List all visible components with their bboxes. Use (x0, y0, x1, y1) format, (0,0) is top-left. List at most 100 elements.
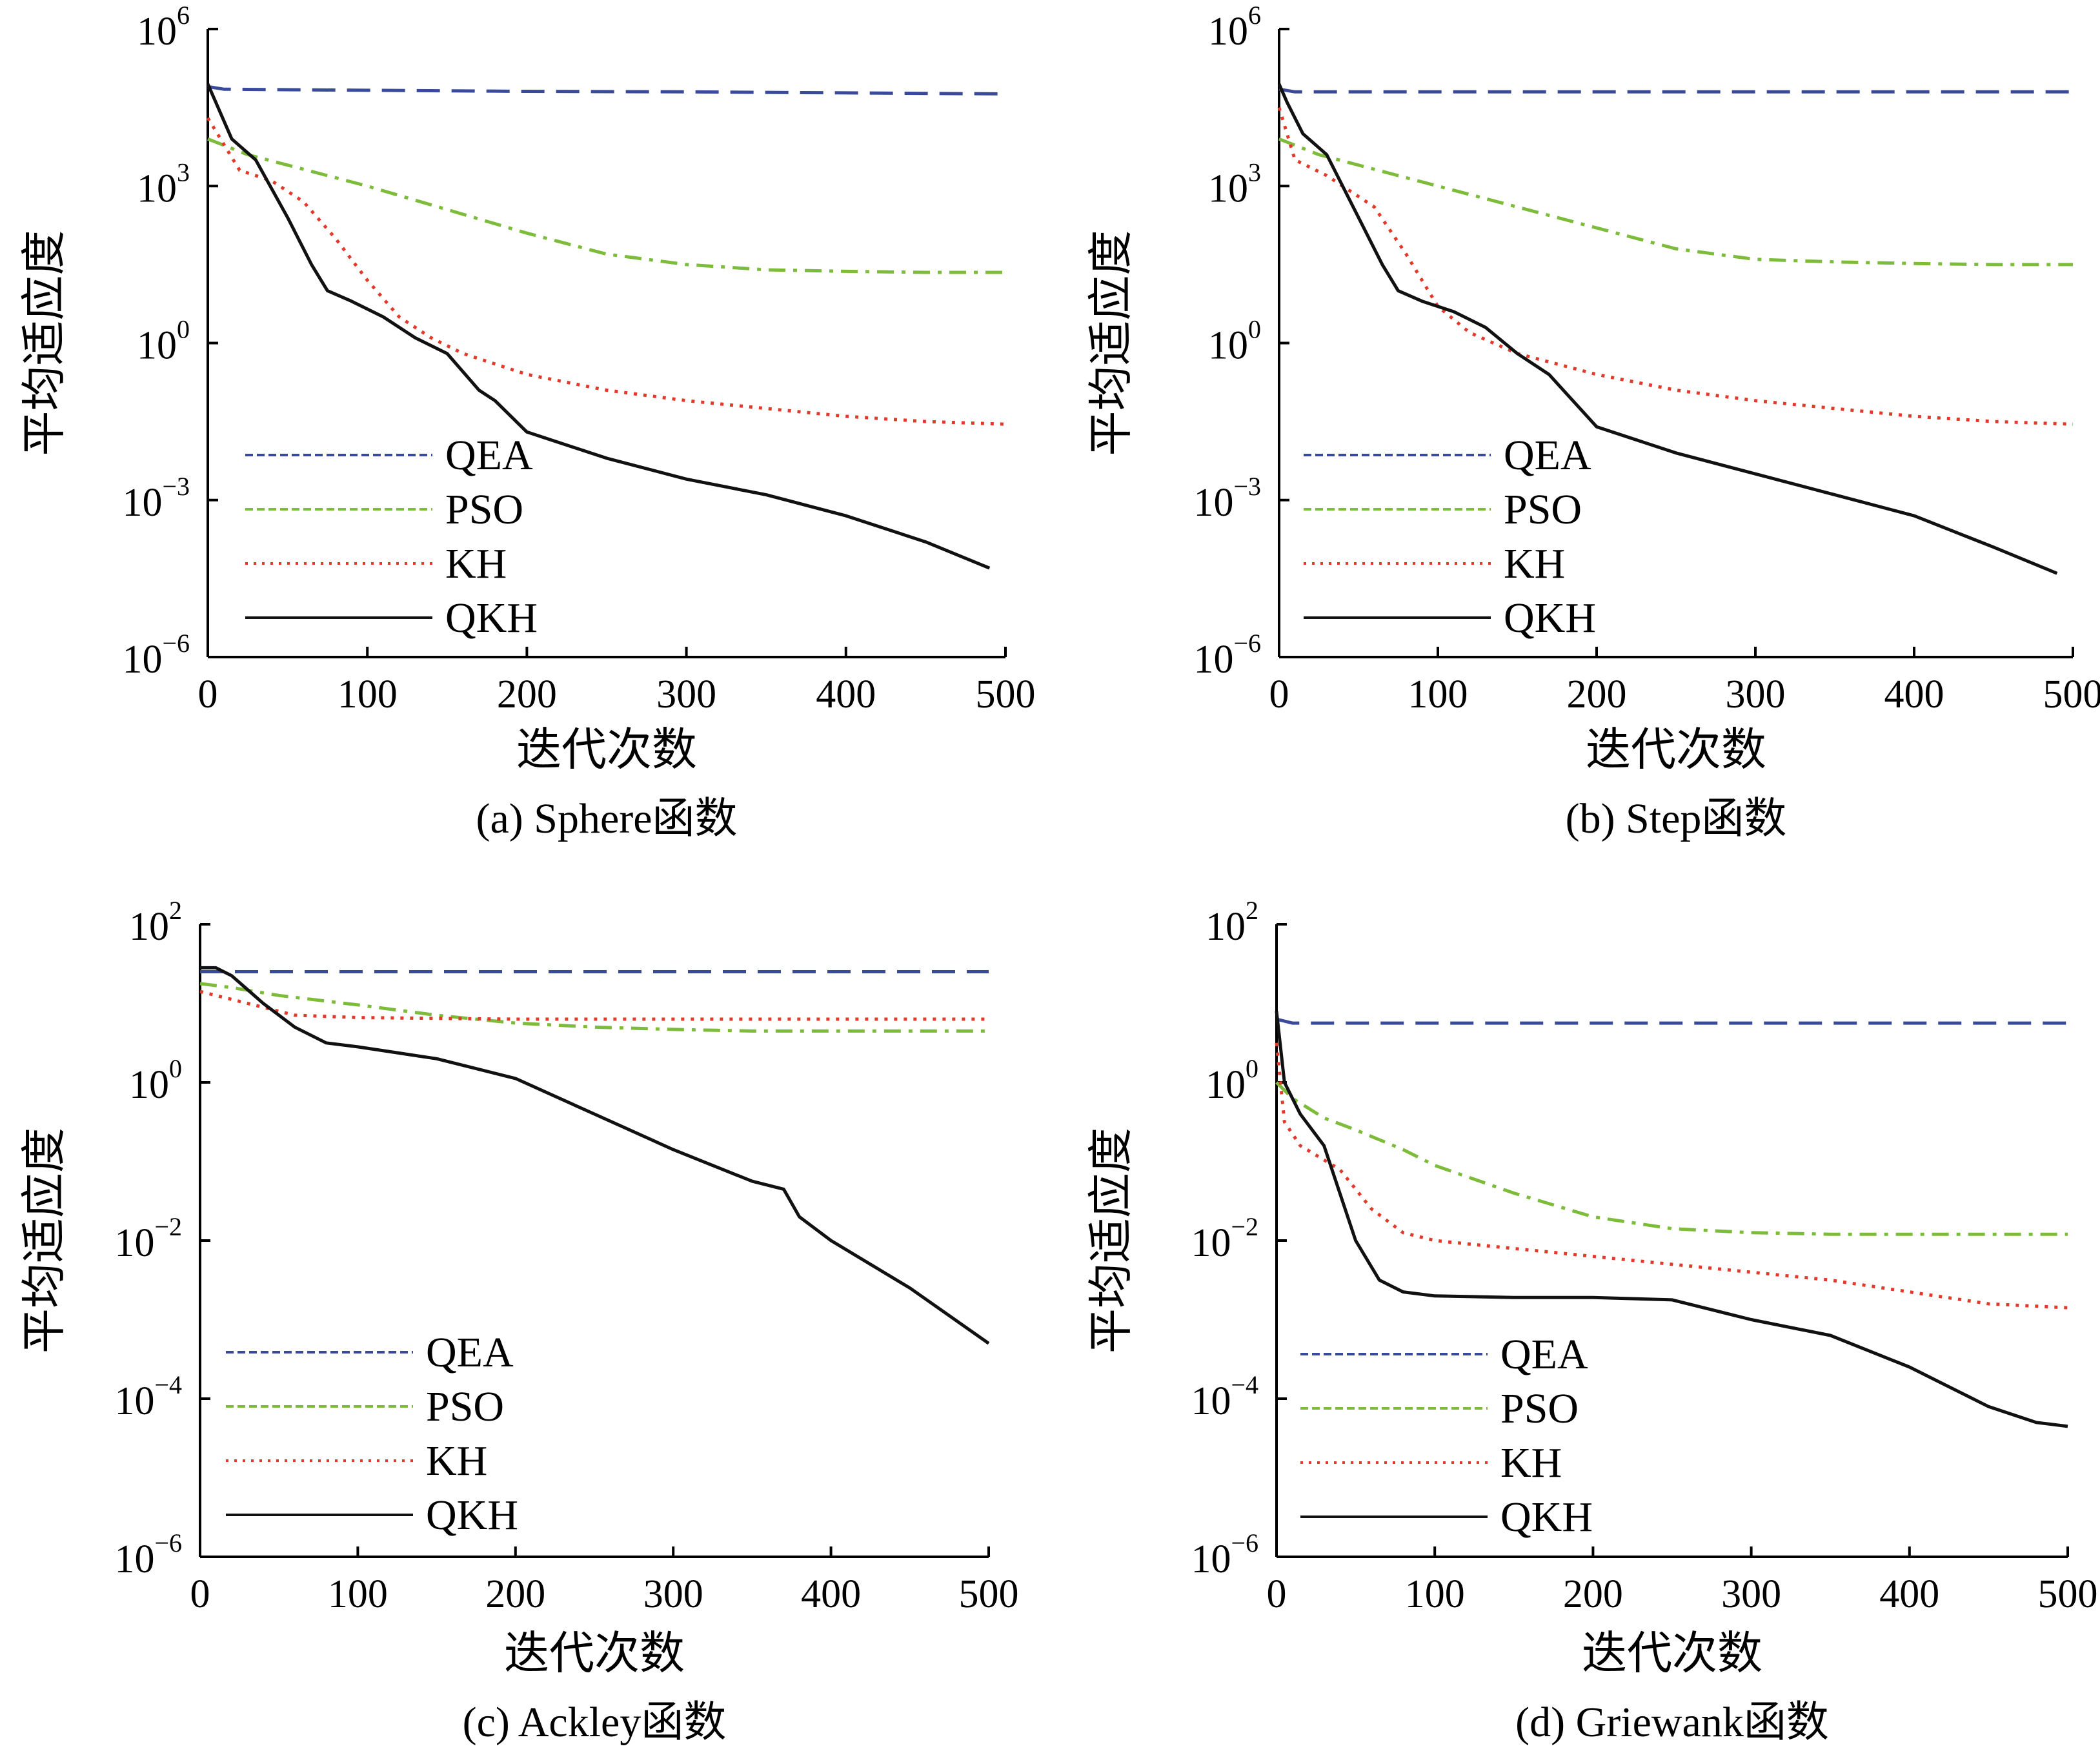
series-line-qkh (206, 83, 991, 570)
series-line-qea (1278, 87, 2073, 94)
y-tick-exponent: 0 (1248, 315, 1261, 344)
y-tick-label: 10−3 (122, 472, 190, 525)
x-axis-title: 迭代次数 (516, 725, 697, 775)
x-tick-label: 400 (801, 1572, 861, 1616)
y-tick-label: 10−4 (1191, 1370, 1258, 1423)
series-line-pso (1275, 1081, 2068, 1236)
y-tick-base: 10 (129, 1063, 169, 1107)
x-tick-label: 400 (1884, 673, 1944, 716)
y-tick-base: 10 (1206, 905, 1246, 949)
series-line-kh (1275, 1042, 2068, 1310)
legend-label-kh: KH (445, 540, 507, 587)
y-tick-base: 10 (1191, 1221, 1231, 1265)
y-tick-exponent: −6 (154, 1528, 182, 1557)
series-line-qkh (200, 966, 990, 1345)
y-tick-label: 103 (1208, 157, 1261, 210)
x-tick-label: 300 (656, 673, 716, 716)
series-line-qkh (1275, 1011, 2068, 1428)
legend-label-qkh: QKH (1500, 1494, 1593, 1541)
series-line-kh (1277, 106, 2074, 426)
y-tick-label: 106 (137, 1, 190, 54)
legend-label-pso: PSO (445, 486, 523, 533)
x-tick-label: 300 (643, 1572, 703, 1616)
y-tick-base: 10 (137, 167, 177, 210)
y-tick-label: 10−6 (122, 629, 190, 682)
x-axis-title: 迭代次数 (1582, 1629, 1762, 1679)
y-tick-base: 10 (1193, 638, 1233, 682)
y-tick-base: 10 (1193, 481, 1233, 525)
y-tick-exponent: −2 (1231, 1212, 1258, 1241)
x-tick-label: 100 (1405, 1572, 1465, 1616)
x-tick-label: 100 (338, 673, 398, 716)
y-tick-label: 10−6 (1191, 1528, 1258, 1581)
panel-caption: (b) Step函数 (1566, 795, 1787, 842)
x-tick-label: 0 (190, 1572, 210, 1616)
x-tick-label: 500 (2043, 673, 2100, 716)
y-tick-base: 10 (122, 481, 162, 525)
y-tick-label: 100 (129, 1054, 182, 1107)
legend-label-qea: QEA (1504, 432, 1591, 479)
y-tick-label: 10−4 (114, 1370, 182, 1423)
y-axis-title: 平均适应度 (20, 1128, 70, 1353)
panel-caption: (c) Ackley函数 (463, 1699, 727, 1746)
y-tick-exponent: −3 (1233, 472, 1261, 501)
y-tick-base: 10 (1208, 10, 1248, 54)
series-line-pso (207, 137, 1005, 274)
y-axis-title: 平均适应度 (1087, 1128, 1136, 1353)
y-tick-label: 10−3 (1193, 472, 1261, 525)
y-tick-label: 103 (137, 157, 190, 210)
x-tick-label: 200 (1563, 1572, 1623, 1616)
x-tick-label: 500 (976, 673, 1036, 716)
legend-label-pso: PSO (1500, 1385, 1579, 1432)
x-tick-label: 500 (2038, 1572, 2098, 1616)
y-tick-exponent: −4 (1231, 1370, 1258, 1399)
y-tick-label: 10−2 (114, 1212, 182, 1265)
y-tick-exponent: 0 (169, 1054, 182, 1083)
y-tick-exponent: −6 (1233, 629, 1261, 658)
y-tick-label: 100 (1206, 1054, 1258, 1107)
y-tick-base: 10 (1191, 1537, 1231, 1581)
y-tick-label: 102 (129, 896, 182, 949)
legend-label-pso: PSO (1504, 486, 1582, 533)
y-tick-exponent: 6 (177, 1, 190, 30)
y-tick-exponent: −6 (1231, 1528, 1258, 1557)
y-tick-exponent: −3 (162, 472, 190, 501)
legend-label-qkh: QKH (1504, 594, 1596, 642)
y-tick-label: 100 (1208, 315, 1261, 368)
y-tick-label: 10−6 (114, 1528, 182, 1581)
series-line-kh (199, 989, 989, 1021)
y-tick-label: 100 (137, 315, 190, 368)
x-tick-label: 300 (1721, 1572, 1781, 1616)
panel-caption: (a) Sphere函数 (476, 795, 737, 842)
y-axis-title: 平均适应度 (1087, 230, 1136, 456)
panel-caption: (d) Griewank函数 (1515, 1699, 1829, 1746)
x-tick-label: 100 (328, 1572, 388, 1616)
y-tick-exponent: −4 (154, 1370, 182, 1399)
y-tick-label: 10−2 (1191, 1212, 1258, 1265)
legend-label-qea: QEA (445, 432, 533, 479)
x-tick-label: 300 (1726, 673, 1786, 716)
y-tick-base: 10 (114, 1537, 154, 1581)
series-line-pso (1278, 137, 2073, 267)
legend-label-kh: KH (1504, 540, 1565, 587)
series-line-qkh (1277, 83, 2058, 575)
x-tick-label: 100 (1408, 673, 1468, 716)
y-tick-exponent: 6 (1248, 1, 1261, 30)
y-tick-label: 102 (1206, 896, 1258, 949)
x-axis-title: 迭代次数 (504, 1629, 685, 1679)
x-tick-label: 200 (485, 1572, 545, 1616)
x-axis-title: 迭代次数 (1586, 725, 1766, 775)
y-axis-title: 平均适应度 (20, 230, 70, 456)
y-tick-base: 10 (137, 10, 177, 54)
legend-label-qkh: QKH (445, 594, 538, 642)
y-tick-label: 10−6 (1193, 629, 1261, 682)
y-tick-exponent: 2 (1246, 896, 1258, 925)
x-tick-label: 200 (497, 673, 557, 716)
series-line-qea (207, 85, 1006, 96)
y-tick-exponent: −6 (162, 629, 190, 658)
legend-label-pso: PSO (426, 1383, 504, 1430)
